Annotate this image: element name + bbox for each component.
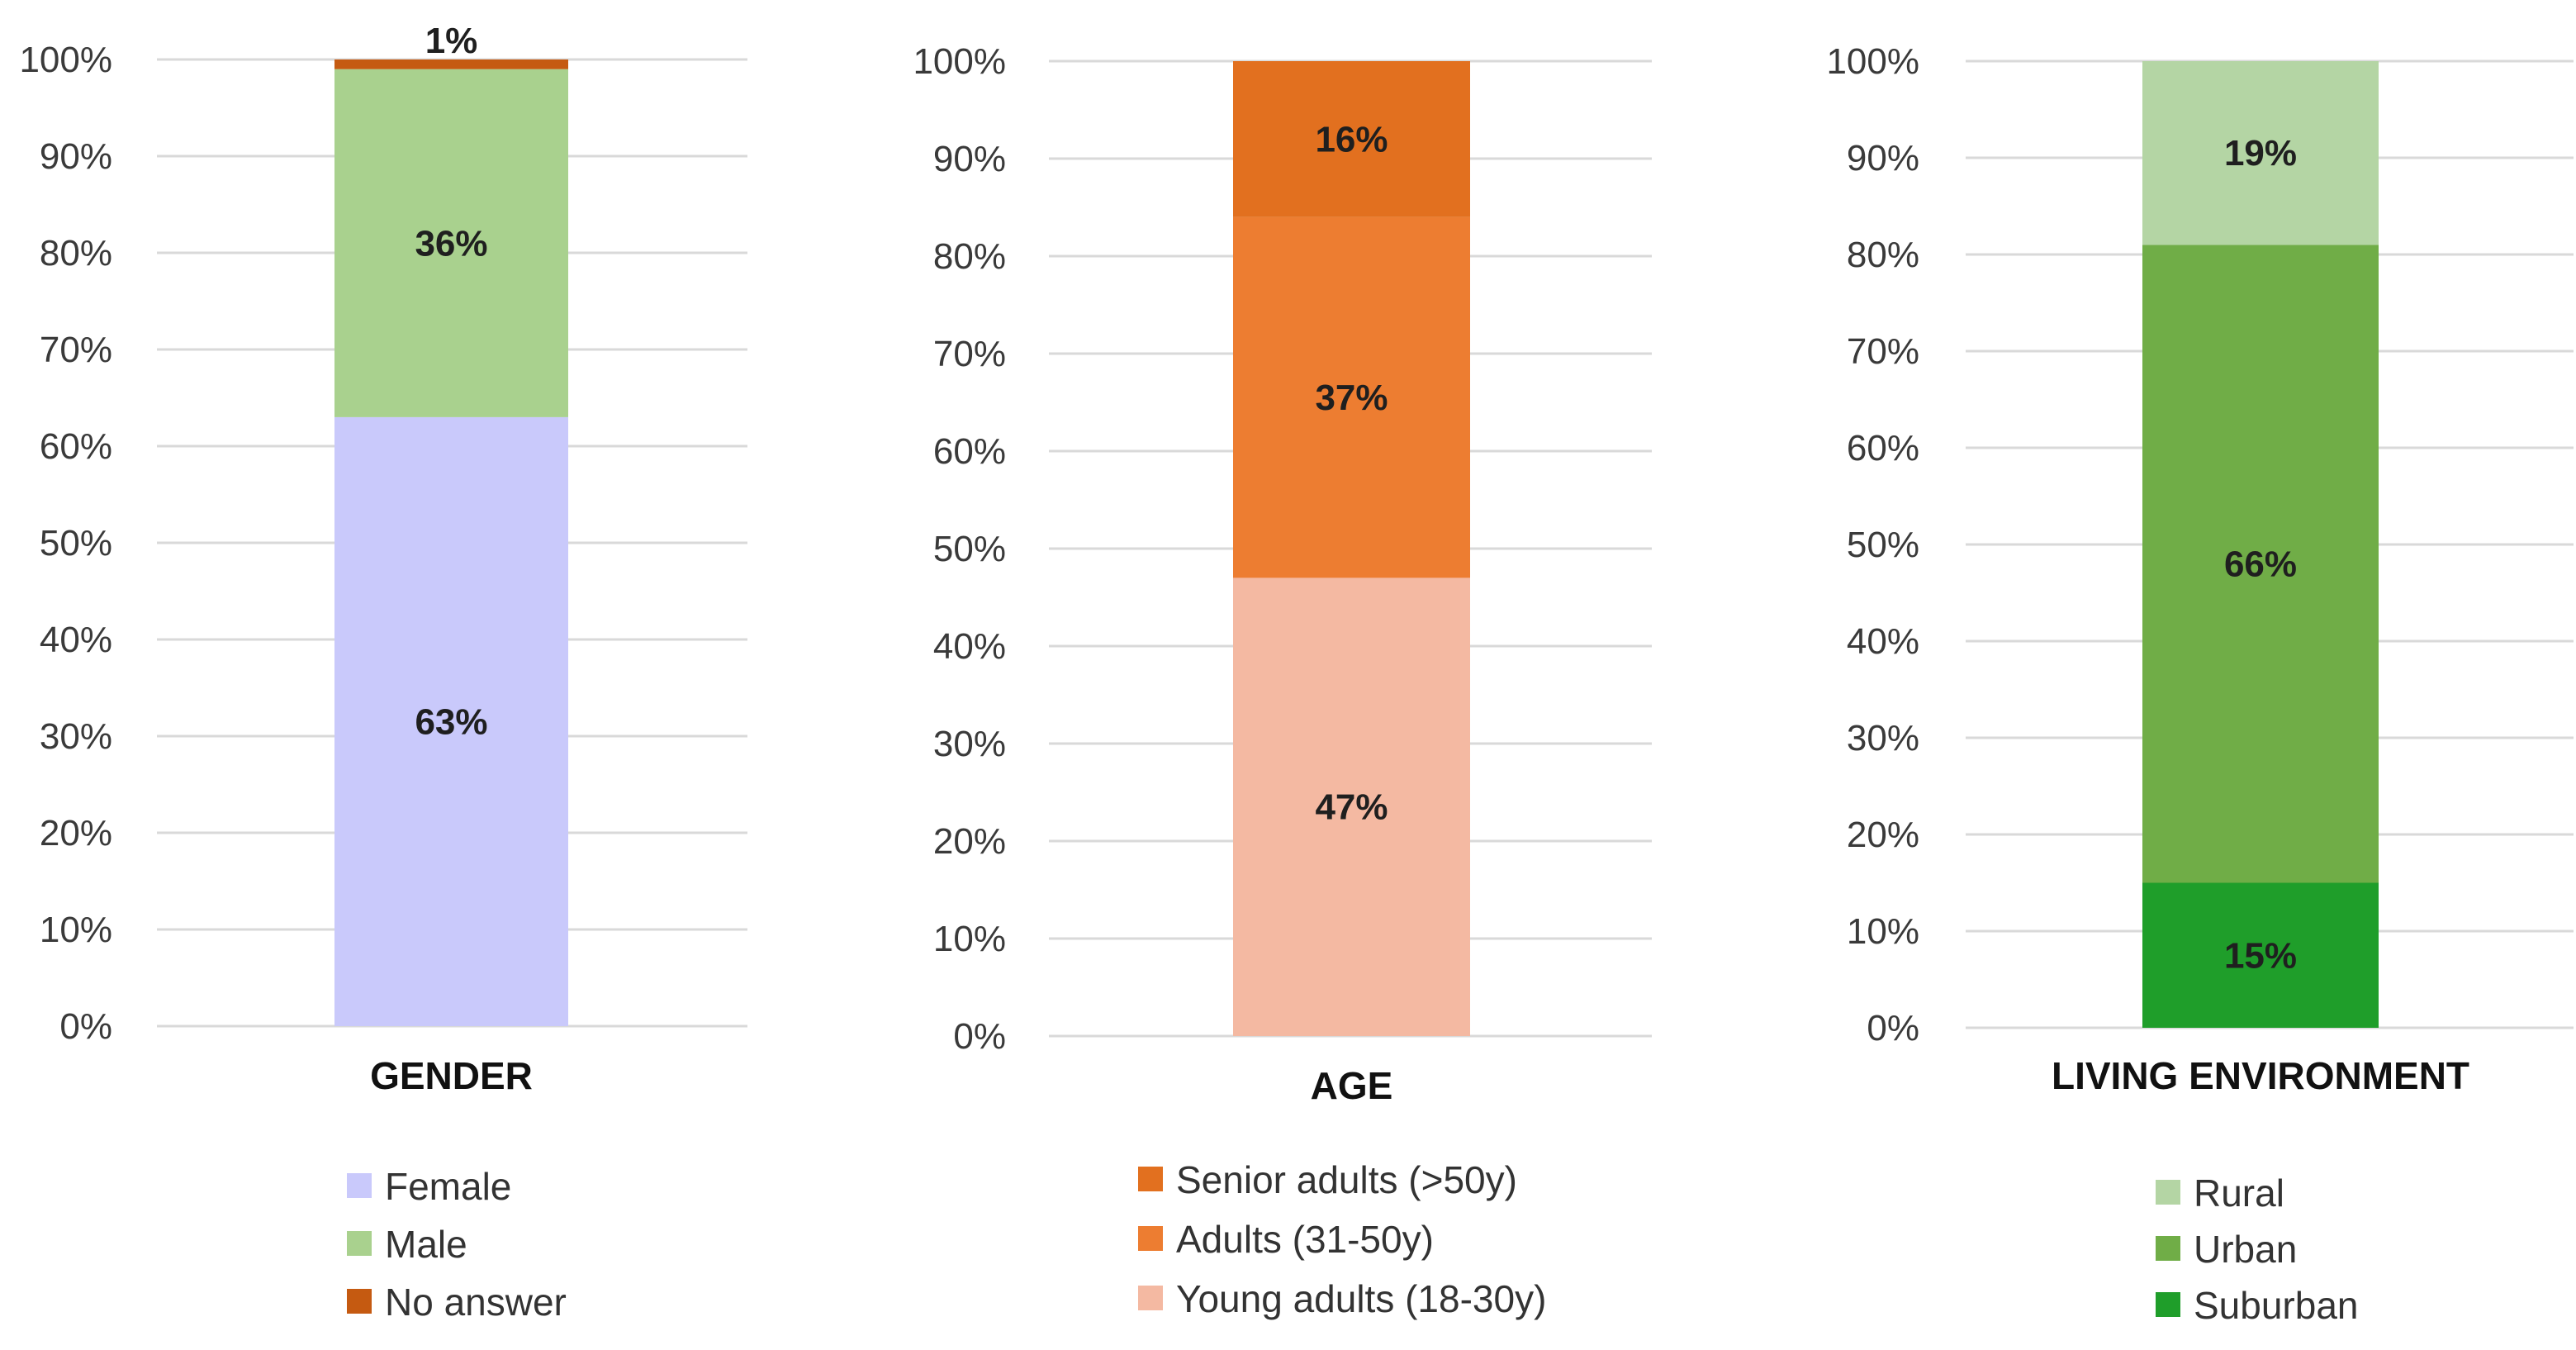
legend-swatch-adults-31-50y — [1138, 1226, 1163, 1251]
bar-segment-senior-adults-50y — [1233, 61, 1470, 217]
legend-swatch-no-answer — [347, 1289, 372, 1314]
y-tick-label: 50% — [40, 523, 112, 563]
legend-label-female: Female — [385, 1165, 511, 1208]
legend: Senior adults (>50y) Adults (31-50y) Young… — [1138, 1158, 1546, 1320]
category-label: LIVING ENVIRONMENT — [2052, 1054, 2469, 1097]
y-tick-label: 10% — [40, 910, 112, 950]
y-tick-label: 40% — [933, 626, 1006, 667]
legend-swatch-male — [347, 1231, 372, 1256]
legend-label-senior-adults-50y: Senior adults (>50y) — [1176, 1158, 1517, 1201]
legend-label-rural: Rural — [2194, 1172, 2284, 1215]
y-tick-label: 60% — [1847, 428, 1919, 468]
legend-swatch-urban — [2156, 1236, 2180, 1261]
data-label-urban: 66% — [2224, 544, 2297, 584]
y-tick-label: 60% — [40, 426, 112, 467]
y-tick-label: 0% — [1867, 1008, 1919, 1048]
legend-label-no-answer: No answer — [385, 1281, 567, 1324]
bar-segment-male — [334, 69, 568, 417]
data-label-adults-31-50y: 37% — [1315, 378, 1388, 418]
y-tick-label: 20% — [1847, 815, 1919, 855]
y-tick-label: 40% — [1847, 621, 1919, 662]
data-label-no-answer: 1% — [425, 21, 478, 61]
y-tick-label: 100% — [913, 41, 1006, 82]
y-tick-label: 10% — [1847, 911, 1919, 952]
data-label-senior-adults-50y: 16% — [1315, 119, 1388, 159]
y-tick-label: 50% — [1847, 525, 1919, 565]
y-tick-label: 90% — [1847, 138, 1919, 178]
y-tick-label: 70% — [1847, 331, 1919, 372]
data-label-rural: 19% — [2224, 133, 2297, 174]
bar-segment-urban — [2142, 245, 2379, 883]
bar-segment-rural — [2142, 61, 2379, 245]
chart-panel-age: 0% 10% 20% 30% 40% 50% 60% 70% 80% 90% 100% 47% 37% 1… — [913, 41, 1652, 1320]
y-tick-label: 50% — [933, 529, 1006, 569]
y-tick-label: 100% — [1826, 41, 1919, 82]
bar-segment-suburban — [2142, 882, 2379, 1028]
category-label: AGE — [1311, 1064, 1393, 1107]
bar-segment-no-answer — [334, 59, 568, 69]
y-tick-label: 90% — [933, 139, 1006, 179]
y-tick-label: 80% — [1847, 235, 1919, 275]
y-tick-label: 100% — [19, 40, 112, 80]
legend-swatch-senior-adults-50y — [1138, 1167, 1163, 1191]
chart-panel-living-environment: 0% 10% 20% 30% 40% 50% 60% 70% 80% 90% 100% 15% 66% 1… — [1826, 41, 2574, 1327]
data-label-male: 36% — [415, 223, 487, 264]
y-tick-label: 20% — [933, 821, 1006, 862]
y-tick-label: 70% — [40, 330, 112, 370]
chart-panel-gender: 0% 10% 20% 30% 40% 50% 60% 70% 80% 90% 100% 63% 36% 1… — [19, 21, 747, 1324]
bar-segment-female — [334, 416, 568, 1026]
legend: Female Male No answer — [347, 1165, 567, 1324]
y-tick-label: 10% — [933, 919, 1006, 959]
legend-swatch-female — [347, 1173, 372, 1198]
legend-label-adults-31-50y: Adults (31-50y) — [1176, 1218, 1434, 1261]
y-tick-label: 80% — [40, 233, 112, 273]
legend-label-urban: Urban — [2194, 1228, 2297, 1271]
y-tick-label: 40% — [40, 620, 112, 660]
y-tick-label: 0% — [953, 1016, 1006, 1057]
data-label-young-adults-18-30y: 47% — [1315, 787, 1388, 828]
legend-label-suburban: Suburban — [2194, 1284, 2359, 1327]
legend: Rural Urban Suburban — [2156, 1172, 2359, 1327]
y-tick-label: 60% — [933, 431, 1006, 472]
data-label-female: 63% — [415, 701, 487, 742]
bar-segment-adults-31-50y — [1233, 216, 1470, 578]
y-tick-label: 80% — [933, 236, 1006, 277]
legend-swatch-suburban — [2156, 1292, 2180, 1317]
category-label: GENDER — [370, 1054, 533, 1097]
y-tick-label: 0% — [59, 1006, 112, 1047]
legend-swatch-rural — [2156, 1180, 2180, 1205]
legend-label-male: Male — [385, 1223, 467, 1266]
y-tick-label: 70% — [933, 334, 1006, 374]
legend-swatch-young-adults-18-30y — [1138, 1286, 1163, 1310]
y-tick-label: 30% — [40, 716, 112, 757]
data-label-suburban: 15% — [2224, 935, 2297, 976]
y-tick-label: 30% — [933, 724, 1006, 764]
y-tick-label: 20% — [40, 813, 112, 853]
y-tick-label: 90% — [40, 136, 112, 177]
y-tick-label: 30% — [1847, 718, 1919, 758]
bar-segment-young-adults-18-30y — [1233, 578, 1470, 1036]
legend-label-young-adults-18-30y: Young adults (18-30y) — [1176, 1277, 1546, 1320]
